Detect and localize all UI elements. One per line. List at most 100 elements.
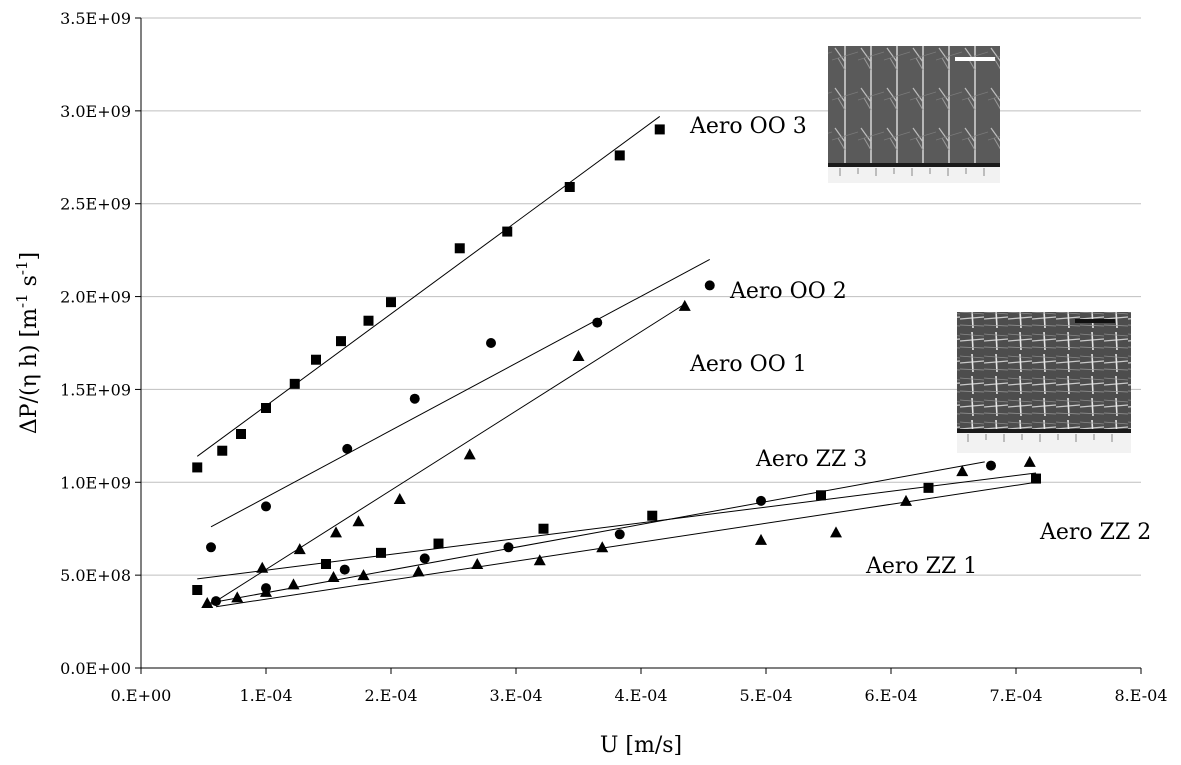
point-aero-zz-2 bbox=[538, 523, 549, 534]
point-aero-zz-1 bbox=[357, 569, 370, 581]
point-aero-zz-2 bbox=[1031, 473, 1041, 484]
point-aero-zz-2 bbox=[816, 490, 826, 501]
point-aero-zz-2 bbox=[321, 559, 331, 569]
point-aero-zz-1 bbox=[533, 554, 546, 566]
x-tick-label: 6.E-04 bbox=[864, 686, 917, 705]
scale-bar bbox=[955, 57, 995, 61]
x-tick-label: 3.E-04 bbox=[489, 686, 542, 705]
scale-bar bbox=[1075, 319, 1115, 323]
point-aero-zz-1 bbox=[956, 465, 969, 477]
point-aero-zz-3 bbox=[756, 495, 766, 506]
x-tick-label: 1.E-04 bbox=[239, 686, 292, 705]
point-aero-oo-3 bbox=[363, 315, 374, 326]
y-axis-label: ΔP/(η h) [m-1 s-1] bbox=[13, 252, 42, 434]
point-aero-oo-1 bbox=[201, 597, 214, 608]
point-aero-zz-3 bbox=[419, 553, 430, 564]
y-tick-label: 1.5E+09 bbox=[60, 380, 131, 399]
point-aero-oo-3 bbox=[386, 297, 396, 308]
point-aero-oo-3 bbox=[614, 150, 625, 161]
series-label-aero-zz-3: Aero ZZ 3 bbox=[755, 447, 867, 472]
point-aero-zz-1 bbox=[471, 558, 484, 569]
point-aero-oo-3 bbox=[336, 336, 346, 347]
x-tick-label: 7.E-04 bbox=[989, 686, 1042, 705]
fit-line-aero-zz-2 bbox=[197, 472, 1037, 580]
point-aero-oo-2 bbox=[409, 393, 420, 404]
point-aero-zz-1 bbox=[260, 585, 272, 597]
x-ticks: 0.E+00 1.E-04 2.E-04 3.E-04 4.E-04 5.E-04 6.E-… bbox=[111, 668, 1168, 705]
y-tick-label: 1.0E+09 bbox=[60, 473, 131, 492]
fit-line-aero-zz-3 bbox=[209, 461, 985, 604]
point-aero-oo-2 bbox=[342, 443, 353, 454]
fit-line-aero-oo-1 bbox=[206, 303, 686, 608]
fit-line-aero-oo-2 bbox=[210, 258, 710, 528]
point-aero-oo-1 bbox=[293, 543, 306, 555]
point-aero-zz-3 bbox=[986, 460, 996, 471]
series-label-aero-oo-1: Aero OO 1 bbox=[689, 352, 807, 377]
point-aero-oo-2 bbox=[261, 501, 271, 512]
point-aero-oo-3 bbox=[192, 462, 203, 473]
point-aero-oo-3 bbox=[217, 445, 228, 456]
point-aero-oo-3 bbox=[311, 354, 321, 365]
point-aero-zz-1 bbox=[287, 578, 300, 590]
point-aero-zz-2 bbox=[376, 547, 386, 558]
y-tick-label: 2.5E+09 bbox=[60, 195, 131, 214]
point-aero-oo-2 bbox=[704, 280, 715, 291]
y-tick-label: 2.0E+09 bbox=[60, 288, 131, 307]
point-aero-oo-3 bbox=[502, 226, 513, 237]
micrograph-zz-image bbox=[957, 312, 1131, 453]
x-tick-label: 5.E-04 bbox=[739, 686, 792, 705]
x-tick-label: 0.E+00 bbox=[111, 686, 172, 705]
point-aero-oo-3 bbox=[236, 429, 246, 439]
point-aero-oo-2 bbox=[206, 542, 216, 553]
point-aero-oo-3 bbox=[289, 378, 300, 389]
point-aero-oo-1 bbox=[330, 526, 342, 538]
y-tick-label: 5.0E+08 bbox=[60, 566, 131, 585]
y-tick-label: 3.0E+09 bbox=[60, 102, 131, 121]
point-aero-zz-1 bbox=[830, 526, 842, 538]
series-label-aero-zz-1: Aero ZZ 1 bbox=[865, 554, 977, 579]
point-aero-zz-2 bbox=[647, 510, 658, 521]
point-aero-oo-3 bbox=[261, 403, 271, 413]
point-aero-zz-2 bbox=[923, 482, 934, 493]
point-aero-oo-1 bbox=[463, 448, 476, 460]
point-aero-oo-3 bbox=[564, 182, 575, 192]
x-tick-label: 2.E-04 bbox=[364, 686, 417, 705]
point-aero-zz-3 bbox=[614, 529, 625, 540]
point-aero-oo-1 bbox=[678, 299, 691, 311]
micrograph-oo-image bbox=[828, 46, 1000, 183]
point-aero-oo-1 bbox=[572, 350, 585, 361]
point-aero-zz-3 bbox=[211, 596, 221, 607]
point-aero-oo-2 bbox=[486, 338, 496, 348]
data-markers bbox=[192, 124, 1041, 608]
x-tick-label: 4.E-04 bbox=[614, 686, 667, 705]
point-aero-zz-2 bbox=[192, 585, 203, 595]
point-aero-zz-1 bbox=[900, 494, 912, 506]
y-tick-label: 0.0E+00 bbox=[60, 659, 131, 678]
series-label-aero-oo-3: Aero OO 3 bbox=[689, 114, 807, 139]
point-aero-zz-1 bbox=[755, 533, 767, 545]
point-aero-oo-3 bbox=[454, 243, 465, 254]
point-aero-zz-1 bbox=[327, 571, 340, 582]
y-ticks: 0.0E+00 5.0E+08 1.0E+09 1.5E+09 2.0E+09 2.5E+… bbox=[60, 9, 141, 678]
series-label-aero-zz-2: Aero ZZ 2 bbox=[1039, 520, 1151, 545]
point-aero-oo-1 bbox=[231, 591, 244, 603]
x-tick-label: 8.E-04 bbox=[1114, 686, 1167, 705]
point-aero-zz-1 bbox=[1023, 455, 1036, 467]
y-tick-label: 3.5E+09 bbox=[60, 9, 131, 28]
point-aero-zz-2 bbox=[433, 538, 444, 549]
series-label-aero-oo-2: Aero OO 2 bbox=[729, 279, 847, 304]
gridlines bbox=[141, 17, 1141, 576]
point-aero-oo-1 bbox=[352, 515, 365, 527]
point-aero-oo-2 bbox=[592, 317, 603, 328]
point-aero-zz-1 bbox=[412, 565, 425, 577]
fit-line-aero-oo-3 bbox=[196, 116, 661, 457]
x-axis-label: U [m/s] bbox=[600, 733, 682, 758]
fit-line-aero-zz-1 bbox=[215, 481, 1037, 608]
fit-lines bbox=[196, 116, 1037, 608]
point-aero-oo-1 bbox=[256, 561, 269, 573]
point-aero-zz-3 bbox=[503, 542, 514, 553]
point-aero-oo-3 bbox=[654, 124, 665, 135]
point-aero-zz-1 bbox=[596, 541, 609, 553]
point-aero-zz-3 bbox=[339, 564, 350, 575]
